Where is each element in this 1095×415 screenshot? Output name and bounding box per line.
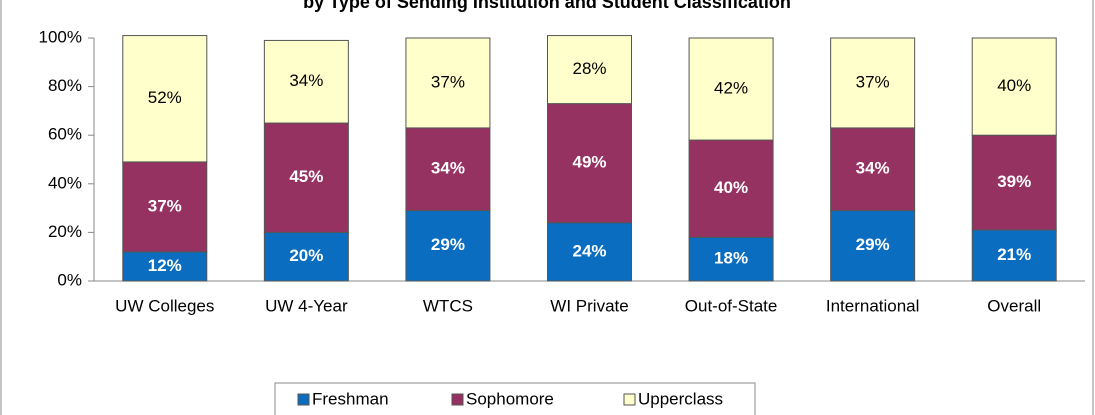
value-label: 24% bbox=[572, 241, 606, 260]
bar-segment bbox=[547, 222, 632, 282]
bar-segment bbox=[971, 37, 1057, 136]
bar-segment bbox=[830, 127, 916, 212]
bar-segment bbox=[830, 37, 916, 129]
bar-segment bbox=[263, 231, 349, 282]
y-tick-label: 0% bbox=[57, 270, 82, 289]
chart-title: by Type of Sending Institution and Stude… bbox=[303, 0, 791, 12]
value-label: 37% bbox=[148, 196, 182, 215]
y-tick-label: 60% bbox=[48, 125, 82, 144]
bar-segment bbox=[547, 103, 632, 224]
value-label: 40% bbox=[714, 178, 748, 197]
bar-segment bbox=[830, 210, 916, 282]
value-label: 39% bbox=[997, 172, 1031, 191]
value-label: 40% bbox=[997, 76, 1031, 95]
value-label: 34% bbox=[289, 71, 323, 90]
value-label: 34% bbox=[856, 159, 890, 178]
y-tick-label: 40% bbox=[48, 173, 82, 192]
bar-segment bbox=[405, 210, 491, 282]
x-tick-label: Out-of-State bbox=[685, 296, 778, 315]
value-label: 28% bbox=[572, 59, 606, 78]
bar-segment bbox=[688, 139, 774, 238]
value-label: 45% bbox=[289, 167, 323, 186]
legend-label: Sophomore bbox=[466, 389, 554, 408]
y-tick-label: 80% bbox=[48, 76, 82, 95]
value-label: 29% bbox=[431, 235, 465, 254]
legend-swatch bbox=[297, 393, 310, 406]
bar-segment bbox=[971, 229, 1057, 282]
x-tick-label: UW Colleges bbox=[115, 296, 214, 315]
bar-segment bbox=[688, 236, 774, 282]
legend-box bbox=[274, 382, 756, 415]
value-label: 37% bbox=[431, 72, 465, 91]
value-label: 49% bbox=[572, 153, 606, 172]
y-tick-label: 100% bbox=[39, 27, 82, 46]
value-label: 12% bbox=[148, 256, 182, 275]
bar-segment bbox=[405, 127, 491, 212]
x-tick-label: International bbox=[826, 296, 920, 315]
value-label: 18% bbox=[714, 249, 748, 268]
bar-segment bbox=[688, 37, 774, 141]
bar-segment bbox=[263, 39, 349, 124]
x-tick-label: Overall bbox=[987, 296, 1041, 315]
bar-segment bbox=[547, 35, 632, 105]
x-tick-label: WI Private bbox=[550, 296, 628, 315]
value-label: 37% bbox=[856, 72, 890, 91]
legend-label: Upperclass bbox=[638, 389, 723, 408]
legend-swatch bbox=[451, 393, 464, 406]
bar-segment bbox=[405, 37, 491, 129]
bar-segment bbox=[971, 134, 1057, 231]
value-label: 29% bbox=[856, 235, 890, 254]
bar-segment bbox=[122, 35, 208, 163]
x-tick-label: UW 4-Year bbox=[265, 296, 348, 315]
legend-swatch bbox=[623, 393, 636, 406]
bar-segment bbox=[122, 251, 208, 282]
y-tick-label: 20% bbox=[48, 222, 82, 241]
value-label: 20% bbox=[289, 246, 323, 265]
value-label: 42% bbox=[714, 79, 748, 98]
bar-segment bbox=[263, 122, 349, 233]
legend-label: Freshman bbox=[312, 389, 389, 408]
value-label: 34% bbox=[431, 159, 465, 178]
bar-segment bbox=[122, 161, 208, 253]
value-label: 21% bbox=[997, 245, 1031, 264]
value-label: 52% bbox=[148, 88, 182, 107]
x-tick-label: WTCS bbox=[423, 296, 473, 315]
